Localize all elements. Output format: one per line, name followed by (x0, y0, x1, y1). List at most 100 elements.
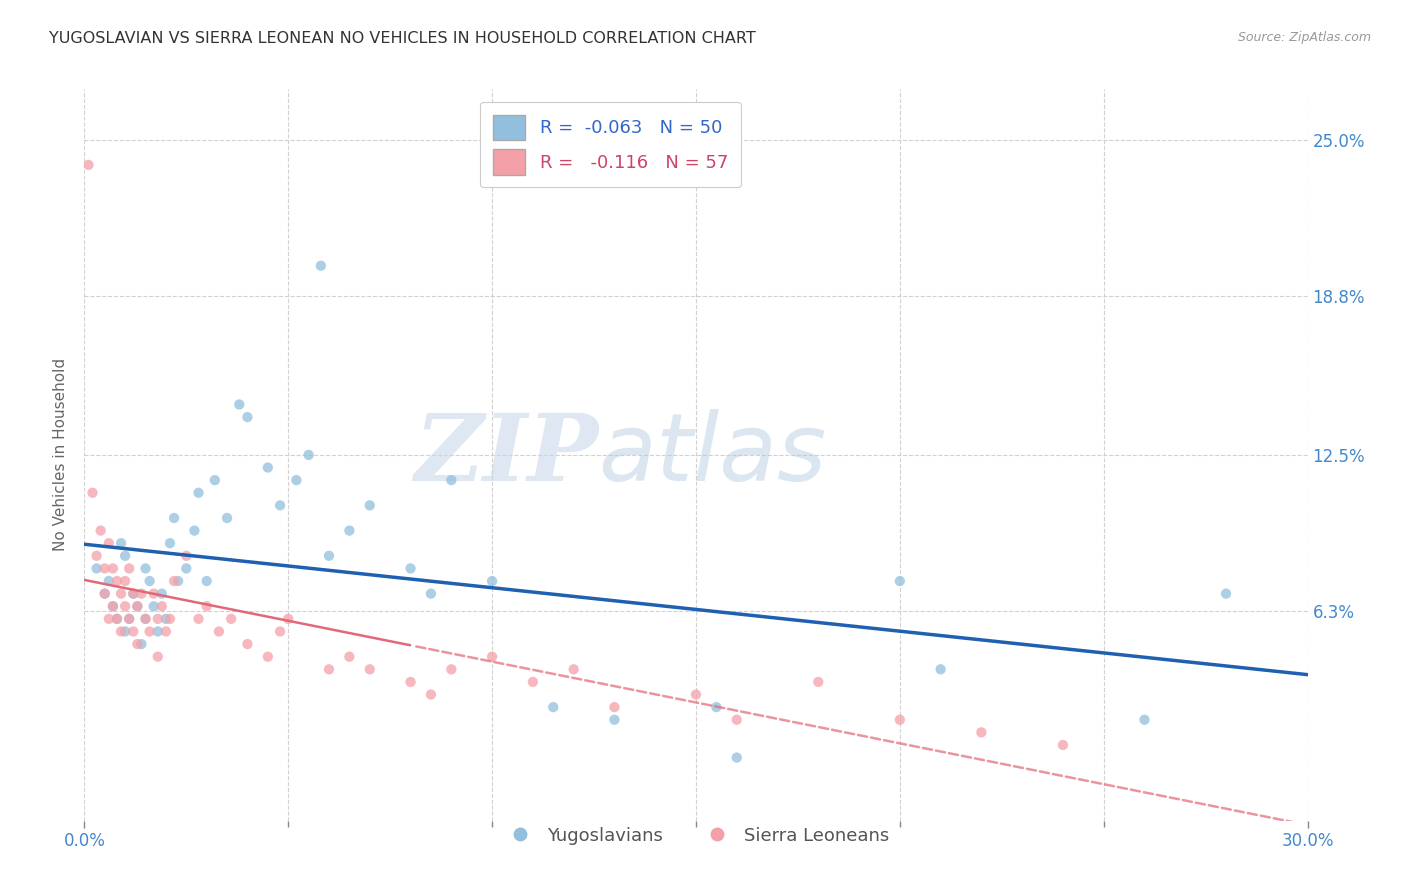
Point (159, 612, 181, 626)
Point (481, 574, 503, 588)
Point (97, 574, 120, 588)
Point (82, 485, 104, 500)
Point (122, 624, 145, 639)
Point (142, 587, 165, 601)
Point (138, 574, 160, 588)
Text: Source: ZipAtlas.com: Source: ZipAtlas.com (1237, 31, 1371, 45)
Point (706, 700, 728, 714)
Point (93, 587, 115, 601)
Point (725, 750, 748, 764)
Point (420, 688, 443, 702)
Point (174, 549, 197, 563)
Point (167, 574, 190, 588)
Point (236, 410, 259, 425)
Point (118, 561, 141, 575)
Point (440, 662, 463, 676)
Point (285, 473, 308, 487)
Point (236, 637, 259, 651)
Point (217, 511, 239, 525)
Point (118, 612, 141, 626)
Point (101, 599, 124, 614)
Point (159, 536, 181, 550)
Point (269, 624, 291, 639)
Point (399, 561, 422, 575)
Point (807, 674, 830, 689)
Point (110, 587, 132, 601)
Text: YUGOSLAVIAN VS SIERRA LEONEAN NO VEHICLES IN HOUSEHOLD CORRELATION CHART: YUGOSLAVIAN VS SIERRA LEONEAN NO VEHICLE… (49, 31, 756, 46)
Point (359, 662, 381, 676)
Point (257, 460, 280, 475)
Point (150, 599, 173, 614)
Point (219, 612, 242, 626)
Point (399, 674, 422, 689)
Point (970, 725, 993, 739)
Point (522, 674, 544, 689)
Point (187, 485, 209, 500)
Point (889, 713, 911, 727)
Point (155, 624, 177, 639)
Point (90, 524, 112, 538)
Point (562, 662, 585, 676)
Point (86, 549, 108, 563)
Point (77, 158, 100, 172)
Point (86, 561, 108, 575)
Point (277, 612, 299, 626)
Point (110, 536, 132, 550)
Point (685, 688, 707, 702)
Point (131, 637, 153, 651)
Point (105, 612, 128, 626)
Point (146, 624, 169, 639)
Point (127, 599, 149, 614)
Point (204, 473, 226, 487)
Point (105, 612, 128, 626)
Point (603, 713, 626, 727)
Point (97, 536, 120, 550)
Point (135, 561, 157, 575)
Point (725, 713, 748, 727)
Point (359, 499, 381, 513)
Point (101, 599, 124, 614)
Point (603, 700, 626, 714)
Point (208, 624, 231, 639)
Point (228, 397, 250, 411)
Point (101, 561, 124, 575)
Point (135, 612, 157, 626)
Point (1133, 713, 1156, 727)
Point (163, 511, 186, 525)
Point (929, 662, 952, 676)
Point (122, 587, 145, 601)
Point (155, 612, 177, 626)
Point (97, 612, 120, 626)
Point (1215, 587, 1237, 601)
Point (257, 649, 280, 664)
Point (146, 649, 169, 664)
Point (195, 574, 218, 588)
Point (440, 473, 463, 487)
Point (93, 561, 115, 575)
Point (127, 599, 149, 614)
Point (135, 612, 157, 626)
Point (122, 587, 145, 601)
Point (420, 587, 443, 601)
Point (195, 599, 218, 614)
Point (174, 561, 197, 575)
Point (110, 624, 132, 639)
Point (114, 549, 136, 563)
Point (131, 587, 153, 601)
Point (318, 549, 340, 563)
Text: ZIP: ZIP (413, 410, 598, 500)
Point (1052, 738, 1074, 752)
Point (309, 259, 332, 273)
Point (889, 574, 911, 588)
Y-axis label: No Vehicles in Household: No Vehicles in Household (52, 359, 67, 551)
Point (150, 587, 173, 601)
Point (163, 574, 186, 588)
Point (339, 649, 361, 664)
Point (142, 599, 165, 614)
Point (127, 637, 149, 651)
Point (183, 524, 205, 538)
Point (138, 624, 160, 639)
Point (298, 448, 321, 462)
Point (543, 700, 565, 714)
Point (114, 599, 136, 614)
